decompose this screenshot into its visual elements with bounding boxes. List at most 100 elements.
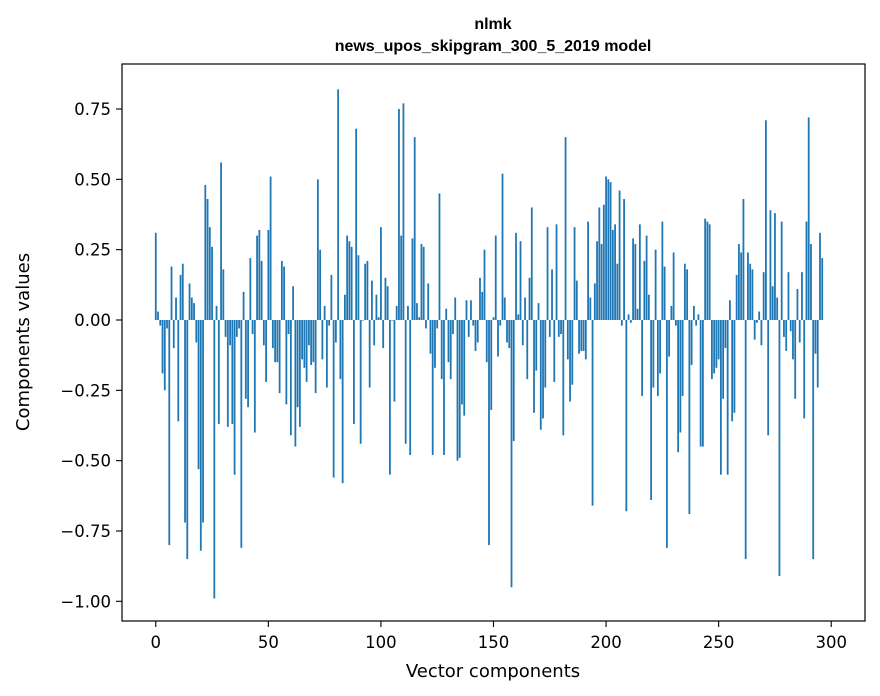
bar-18: [195, 319, 198, 343]
bar-1: [157, 311, 159, 320]
bar-21: [202, 319, 204, 523]
bar-76: [325, 319, 328, 388]
bar-8: [172, 319, 175, 349]
bar-92: [362, 319, 364, 321]
bar-153: [499, 319, 502, 326]
bar-218: [645, 235, 648, 320]
bar-268: [758, 311, 761, 320]
bar-253: [724, 319, 727, 349]
bar-176: [551, 269, 553, 320]
bar-29: [220, 162, 222, 320]
bar-184: [569, 319, 571, 402]
bar-209: [625, 319, 628, 512]
bar-204: [614, 224, 616, 320]
bar-47: [260, 260, 263, 320]
bar-210: [627, 314, 630, 320]
bar-141: [472, 319, 475, 326]
bar-169: [535, 319, 538, 371]
bar-147: [485, 319, 488, 363]
bar-50: [267, 229, 270, 320]
bar-3: [161, 319, 164, 374]
bar-247: [711, 319, 713, 380]
bar-79: [332, 319, 335, 478]
bar-102: [384, 277, 387, 320]
bar-122: [429, 319, 432, 354]
x-tick-label: 200: [590, 633, 622, 652]
bar-74: [321, 319, 324, 360]
bar-290: [807, 117, 810, 320]
bar-195: [593, 283, 596, 320]
bar-235: [683, 263, 686, 320]
bar-66: [303, 319, 306, 368]
y-axis-ticks: 0.75 0.50 0.25 0.00 −0.25 −0.50 −0.75 −1.00: [60, 100, 122, 611]
bars-group: [154, 89, 824, 599]
bar-30: [222, 269, 225, 320]
chart-title-line1: nlmk: [474, 16, 511, 33]
bar-198: [600, 244, 603, 320]
bar-189: [580, 319, 583, 351]
bar-164: [524, 297, 526, 320]
bar-272: [767, 319, 770, 436]
bar-287: [801, 272, 803, 320]
bar-78: [330, 274, 333, 320]
bar-215: [638, 224, 641, 320]
bar-11: [179, 274, 182, 320]
bar-104: [389, 319, 391, 475]
bar-219: [647, 294, 650, 320]
bar-232: [677, 319, 680, 453]
x-tick-label: 50: [258, 633, 279, 652]
bar-103: [386, 286, 389, 320]
bar-148: [488, 319, 490, 546]
bar-110: [402, 103, 405, 320]
bar-125: [436, 319, 439, 329]
bar-54: [276, 319, 279, 363]
bar-77: [328, 319, 331, 326]
bar-155: [503, 297, 506, 320]
bar-264: [749, 263, 752, 320]
bar-39: [242, 291, 245, 320]
x-axis-label: Vector components: [406, 661, 580, 682]
bar-62: [294, 319, 297, 447]
bar-182: [564, 137, 567, 320]
bar-28: [217, 319, 220, 425]
bar-107: [395, 305, 398, 320]
bar-163: [521, 319, 524, 346]
bar-10: [177, 319, 180, 422]
bar-245: [706, 221, 709, 320]
bar-193: [589, 297, 592, 320]
bar-248: [713, 319, 716, 374]
bar-0: [154, 232, 157, 320]
bar-200: [605, 176, 607, 320]
bar-37: [238, 319, 240, 329]
bar-63: [296, 319, 299, 408]
bar-140: [470, 300, 472, 320]
x-axis-ticks: 0 50 100 150 200 250 300: [151, 621, 847, 652]
bar-33: [229, 319, 231, 346]
bar-246: [708, 224, 711, 320]
bar-59: [287, 319, 290, 335]
bar-206: [618, 190, 621, 320]
bar-83: [341, 319, 344, 484]
bar-116: [416, 303, 418, 320]
bar-53: [274, 319, 276, 363]
bar-265: [751, 269, 754, 320]
bar-89: [355, 128, 358, 320]
chart-title-line2: news_upos_skipgram_300_5_2019 model: [335, 38, 652, 55]
x-tick-label: 150: [478, 633, 510, 652]
bar-172: [542, 319, 544, 419]
bar-154: [501, 173, 504, 320]
bar-283: [792, 319, 794, 360]
bar-127: [440, 319, 443, 380]
bar-132: [452, 319, 454, 335]
bar-17: [193, 303, 195, 320]
bar-51: [269, 176, 272, 320]
bar-263: [747, 252, 749, 320]
bar-64: [298, 319, 301, 427]
bar-105: [391, 319, 394, 321]
bar-136: [461, 319, 463, 405]
y-tick-label: −0.50: [60, 452, 111, 471]
bar-259: [738, 244, 740, 320]
bar-267: [756, 319, 758, 323]
bar-183: [566, 319, 569, 360]
